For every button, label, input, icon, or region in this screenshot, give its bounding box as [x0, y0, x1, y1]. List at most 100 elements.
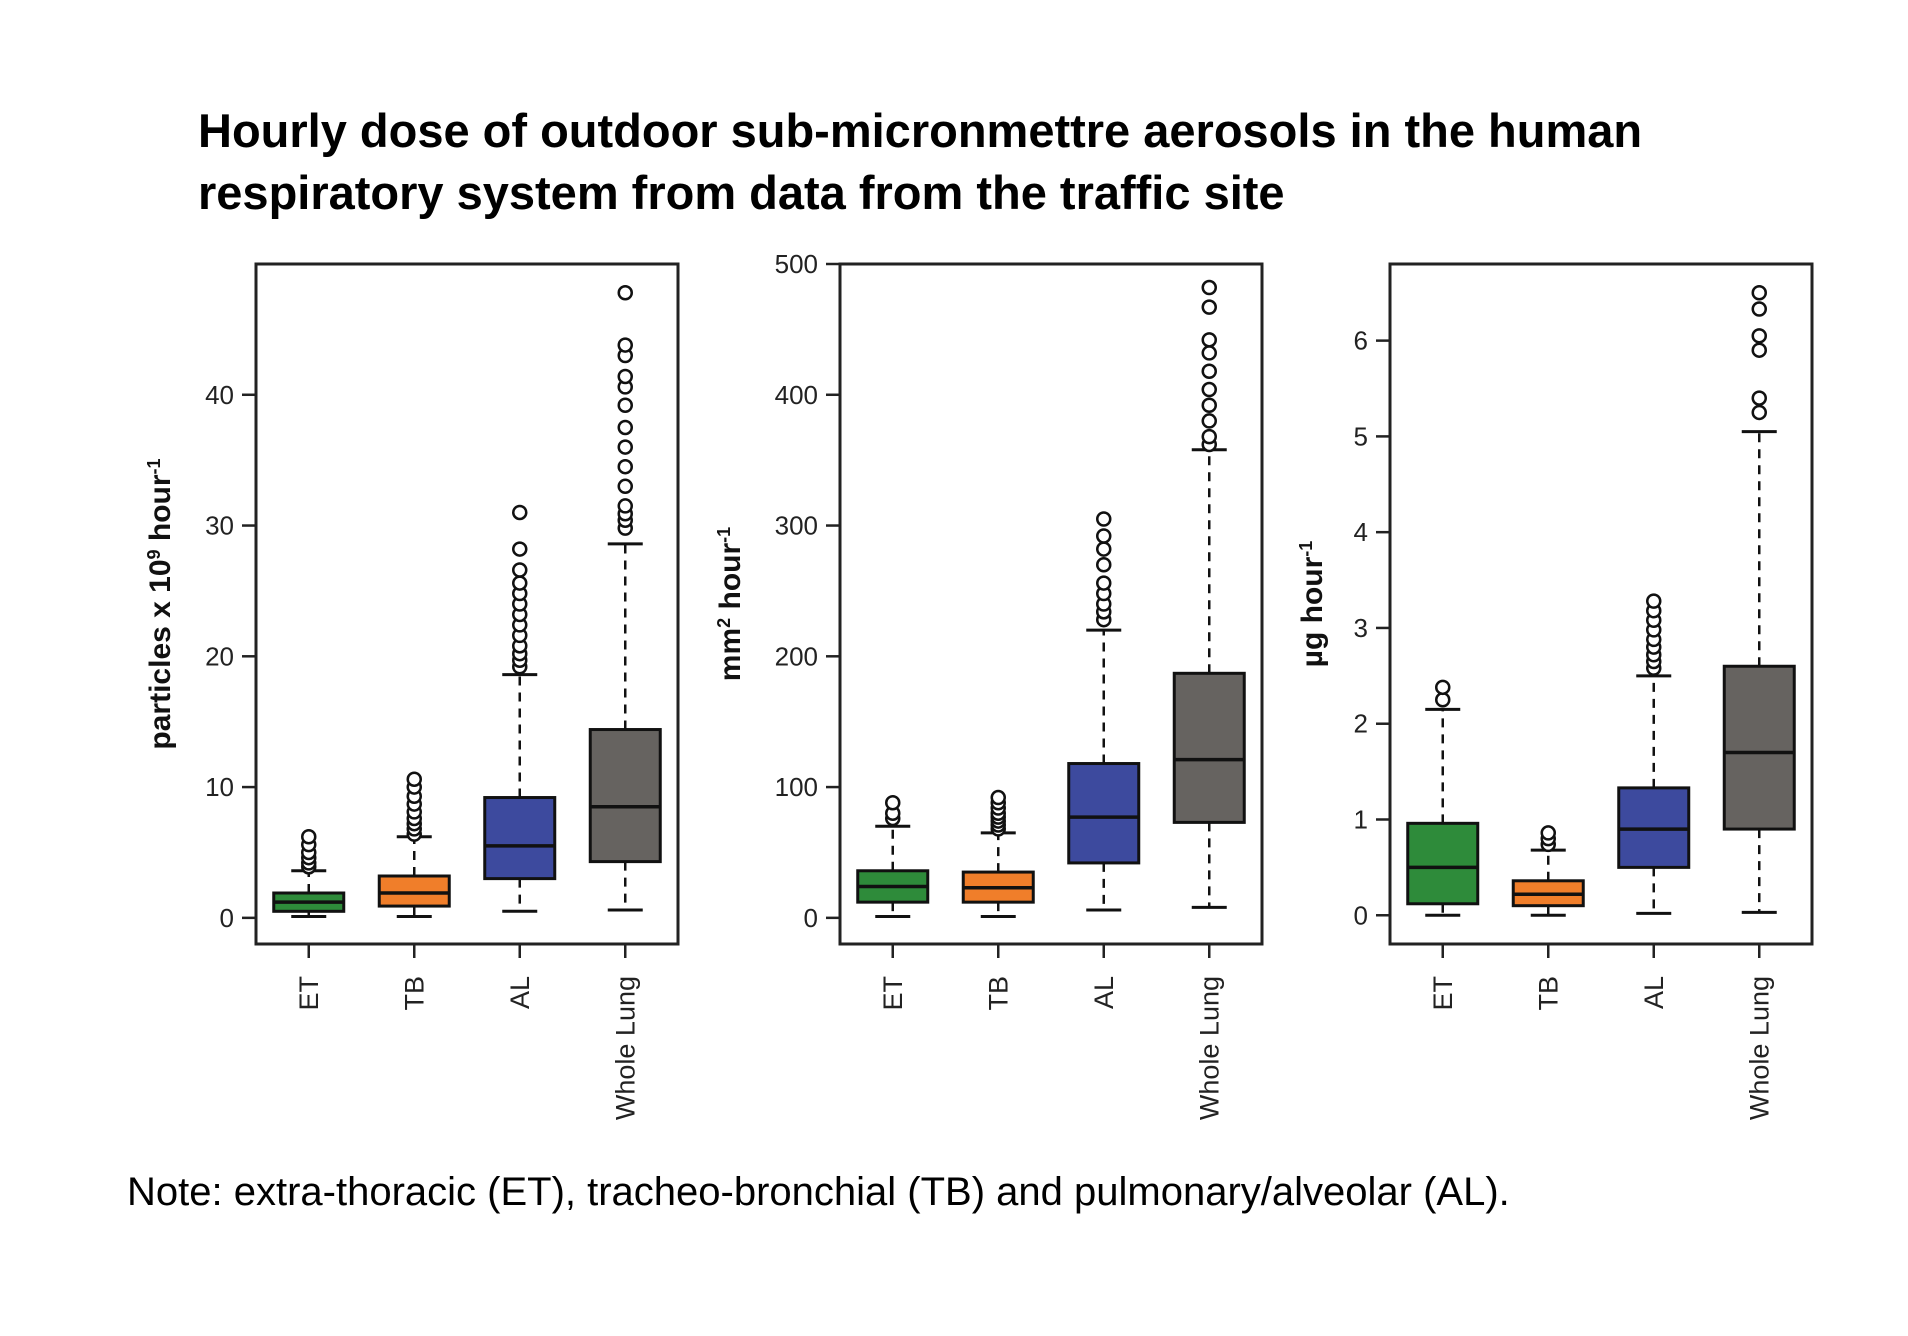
outlier-point — [617, 368, 633, 385]
x-tick-label: Whole Lung — [1194, 976, 1224, 1120]
outlier-point — [617, 498, 633, 514]
box-whole-lung: Whole Lung — [588, 285, 662, 1120]
box-whole-lung: Whole Lung — [1172, 279, 1246, 1120]
plot-frame — [254, 262, 680, 946]
outlier-point — [617, 439, 633, 455]
x-tick-label: Whole Lung — [1744, 976, 1774, 1120]
outlier-point — [1751, 301, 1767, 317]
footnote: Note: extra-thoracic (ET), tracheo-bronc… — [127, 1170, 1510, 1214]
y-tick-label: 300 — [775, 511, 818, 541]
box-et: ET — [856, 795, 930, 1011]
x-tick-label: ET — [1428, 976, 1458, 1011]
y-axis-label-part: particles x 10 — [144, 559, 177, 749]
outlier-point — [1096, 541, 1112, 557]
box-al: AL — [1617, 593, 1691, 1009]
outlier-point — [617, 478, 633, 495]
iqr-box — [588, 728, 662, 864]
x-tick-label: ET — [294, 976, 324, 1011]
outlier-point — [1751, 390, 1767, 406]
outlier-point — [617, 285, 633, 301]
y-axis-label-part: µg hour — [1296, 556, 1329, 667]
chart-title: Hourly dose of outdoor sub-micronmettre … — [198, 100, 1878, 224]
outlier-point — [1751, 284, 1767, 301]
outlier-point — [1201, 397, 1217, 413]
y-axis-label: particles x 109 hour-1 — [144, 458, 177, 749]
outlier-point — [1096, 575, 1112, 591]
boxplot-panel-2: 0 100 200 300 400 500 mm2 hour-1 ET TB AL Whole Lu… — [714, 249, 1264, 1120]
y-tick-label: 3 — [1354, 613, 1368, 643]
outlier-point — [1096, 557, 1112, 573]
outlier-point — [990, 789, 1006, 806]
x-tick-label: ET — [878, 976, 908, 1011]
y-axis-label-part: hour — [144, 474, 177, 549]
outlier-point — [512, 562, 528, 578]
box-et: ET — [272, 829, 346, 1011]
title-line-1: Hourly dose of outdoor sub-micronmettre … — [198, 104, 1643, 157]
outlier-point — [1201, 279, 1217, 296]
x-tick-label: AL — [1639, 976, 1669, 1009]
outlier-point — [617, 419, 633, 436]
boxplot-panel-1: 0 10 20 30 40 particles x 109 hour-1 ET TB AL Who… — [144, 262, 680, 1120]
outlier-point — [617, 337, 633, 353]
y-tick-label: 5 — [1354, 421, 1368, 451]
outlier-point — [1096, 528, 1112, 544]
iqr-box — [1722, 664, 1796, 831]
y-axis-label: mm2 hour-1 — [714, 527, 747, 681]
outlier-point — [512, 575, 528, 591]
y-tick-label: 200 — [775, 641, 818, 671]
iqr-box — [1172, 671, 1246, 824]
y-tick-label: 30 — [205, 511, 234, 541]
x-tick-label: TB — [399, 976, 429, 1011]
boxplot-panel-3: 0 1 2 3 4 5 6 µg hour-1 ET TB AL Whole Lung — [1296, 262, 1814, 1120]
outlier-point — [1096, 511, 1112, 527]
y-axis-label-part: -1 — [144, 458, 164, 474]
outlier-point — [1201, 413, 1217, 429]
y-tick-label: 1 — [1354, 804, 1368, 834]
y-axis-label-part: -1 — [714, 527, 734, 543]
outlier-point — [885, 795, 901, 811]
box-tb: TB — [961, 789, 1035, 1011]
outlier-point — [1751, 328, 1767, 344]
outlier-point — [617, 458, 633, 475]
outlier-point — [1540, 825, 1556, 841]
x-tick-label: TB — [1533, 976, 1563, 1011]
title-line-2: respiratory system from data from the tr… — [198, 166, 1285, 219]
plot-frame — [1388, 262, 1814, 946]
outlier-point — [1201, 363, 1217, 379]
outlier-point — [617, 397, 633, 413]
box-tb: TB — [377, 771, 451, 1011]
iqr-box — [483, 796, 557, 881]
y-tick-label: 10 — [205, 772, 234, 802]
y-tick-label: 20 — [205, 641, 234, 671]
y-tick-label: 4 — [1354, 517, 1368, 547]
x-tick-label: TB — [983, 976, 1013, 1011]
y-axis-label-part: -1 — [1296, 541, 1316, 557]
x-tick-label: Whole Lung — [610, 976, 640, 1120]
outlier-point — [1201, 332, 1217, 348]
outlier-point — [1435, 692, 1451, 708]
box-whole-lung: Whole Lung — [1722, 284, 1796, 1120]
y-tick-label: 400 — [775, 380, 818, 410]
y-axis-label-part: 2 — [714, 618, 734, 628]
outlier-point — [1201, 299, 1217, 315]
y-tick-label: 0 — [220, 903, 234, 933]
outlier-point — [1751, 404, 1767, 421]
y-tick-label: 40 — [205, 380, 234, 410]
x-tick-label: AL — [1089, 976, 1119, 1009]
y-tick-label: 2 — [1354, 709, 1368, 739]
y-tick-label: 0 — [1354, 900, 1368, 930]
plot-frame — [838, 262, 1264, 946]
outlier-point — [1646, 593, 1662, 609]
y-tick-label: 100 — [775, 772, 818, 802]
iqr-box — [377, 874, 451, 908]
y-tick-label: 500 — [775, 249, 818, 279]
outlier-point — [406, 771, 422, 787]
y-axis-label: µg hour-1 — [1296, 541, 1329, 668]
outlier-point — [512, 504, 528, 521]
x-tick-label: AL — [505, 976, 535, 1009]
outlier-point — [1201, 381, 1217, 398]
y-axis-label-part: hour — [714, 543, 747, 618]
box-tb: TB — [1511, 825, 1585, 1011]
iqr-box — [1067, 762, 1141, 865]
